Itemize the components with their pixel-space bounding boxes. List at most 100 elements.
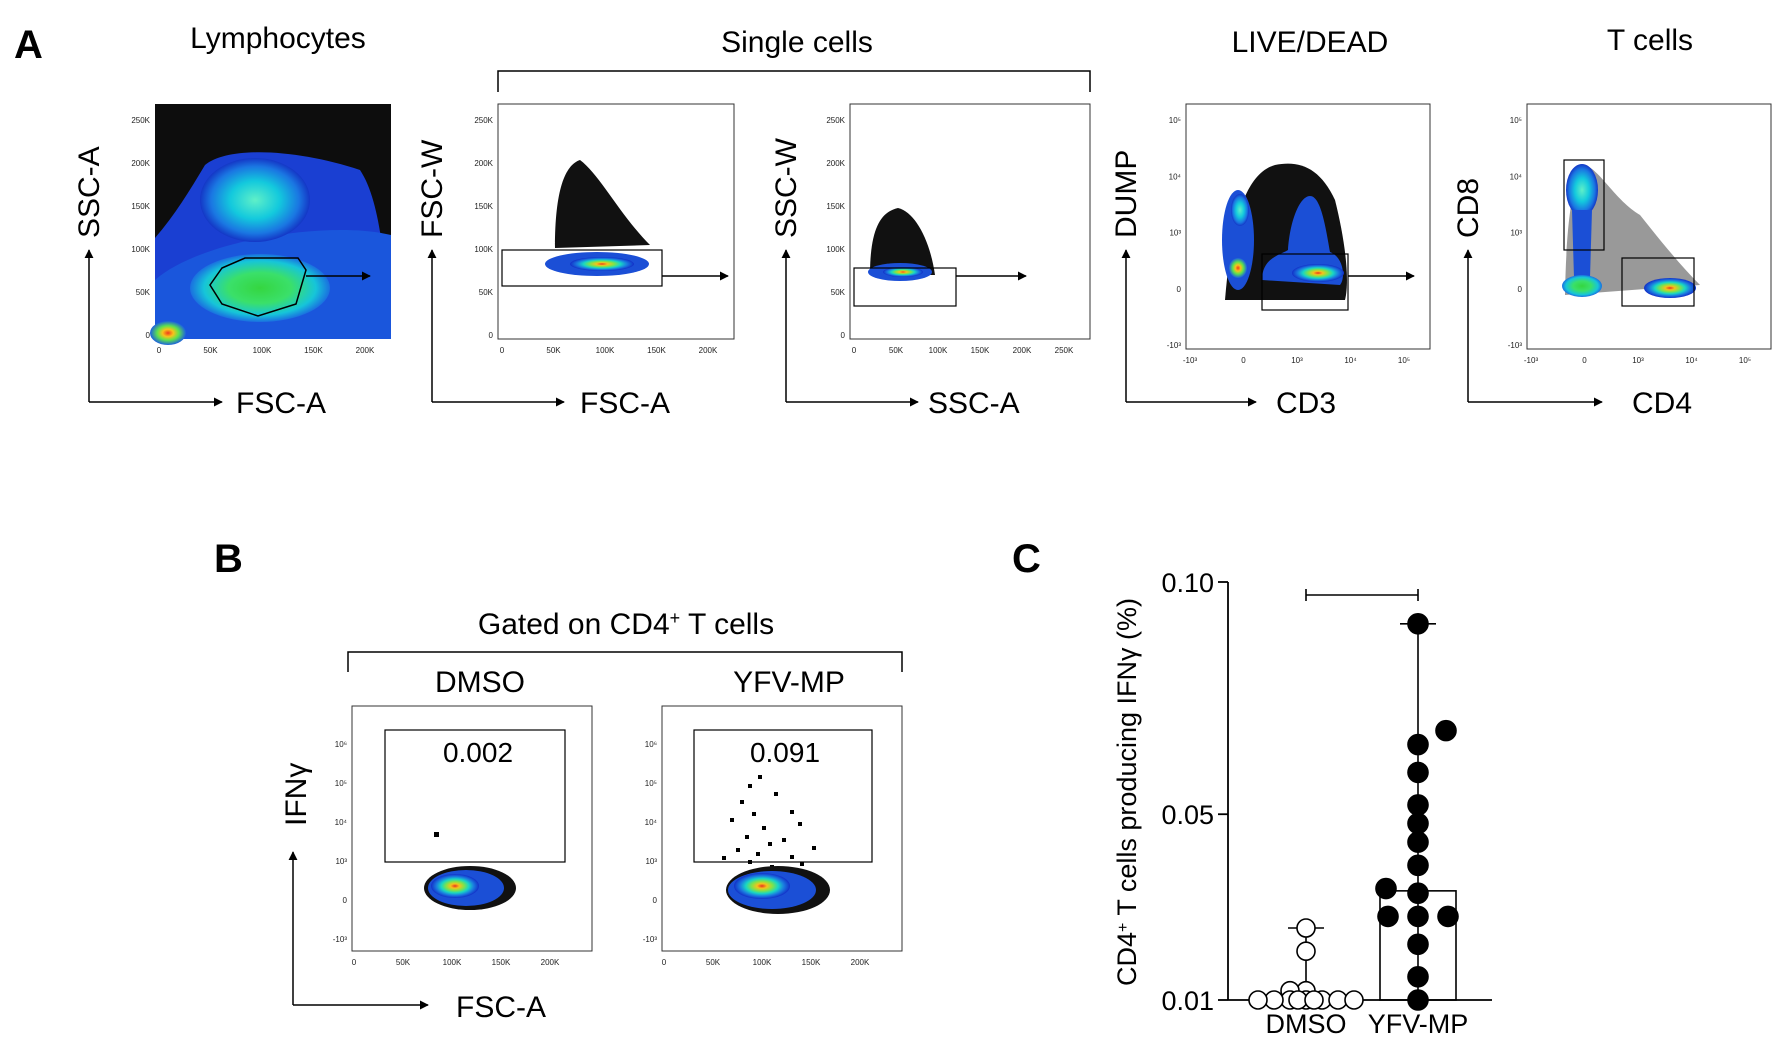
- plot-dmso: 0.002: [351, 705, 593, 952]
- event-dot: [790, 855, 794, 859]
- y-tick-label: 250K: [826, 116, 845, 125]
- event-dot: [774, 792, 778, 796]
- gate-lymphocytes: [209, 257, 307, 317]
- x-tick-label: 0: [1582, 356, 1587, 365]
- density-right: [1262, 196, 1343, 285]
- label-yfv-mp: YFV-MP: [733, 666, 845, 699]
- x-tick-label: 200K: [1013, 346, 1032, 355]
- density-cd8-top: [1566, 164, 1598, 216]
- y-tick-label: 0: [1177, 285, 1182, 294]
- y-tick-label: 10³: [1169, 229, 1181, 238]
- dmso-point: [1344, 990, 1364, 1010]
- x-tick-label: 200K: [541, 958, 560, 967]
- density-right-core: [1292, 264, 1344, 282]
- panel-b-tick-labels: 0 50K 100K 150K 200K -10³ 0 10³ 10⁴ 10⁵ 10⁶ 0 50K 100…: [333, 740, 870, 967]
- x-tick-label: 150K: [492, 958, 511, 967]
- y-tick-label: 0: [489, 331, 494, 340]
- gate-cd4: [1621, 257, 1695, 307]
- gate-singlets: [853, 267, 957, 307]
- x-tick-label: 50K: [889, 346, 904, 355]
- y-tick-label: 10³: [1510, 229, 1522, 238]
- plot-lymphocytes: [150, 104, 391, 345]
- ylabel-sup: +: [1115, 923, 1132, 932]
- dmso-point: [1304, 990, 1324, 1010]
- x-tick-label: 50K: [396, 958, 411, 967]
- x-tick-label: 150K: [971, 346, 990, 355]
- gate-cd3: [1261, 253, 1349, 311]
- event-dot: [758, 775, 762, 779]
- event-dot: [798, 822, 802, 826]
- y-tick-label: 0: [343, 896, 348, 905]
- dmso-point: [1248, 990, 1268, 1010]
- y-tick-label: 10⁶: [335, 740, 347, 749]
- yfv-mp-point: [1407, 933, 1429, 956]
- y-tick-label: 200K: [131, 159, 150, 168]
- panel-c-letter: C: [1012, 537, 1041, 581]
- event-dot: [748, 860, 752, 864]
- density-cd4: [1644, 278, 1696, 298]
- dmso-point: [1296, 941, 1316, 962]
- event-dot: [800, 862, 804, 866]
- ylabel-pre: CD4: [1112, 932, 1142, 986]
- gate-cd8: [1563, 159, 1605, 251]
- event-dot: [762, 826, 766, 830]
- header-rest: T cells: [680, 608, 774, 641]
- x-tick-label: 10⁵: [1398, 356, 1410, 365]
- y-tick-label: 0: [146, 331, 151, 340]
- y-tick-label: 10³: [645, 857, 657, 866]
- density-core: [570, 257, 634, 271]
- yfv-mp-point: [1377, 905, 1399, 928]
- event-dot: [782, 838, 786, 842]
- x-tick-label: 10³: [1291, 356, 1303, 365]
- scatter-cloud: [555, 160, 650, 248]
- x-tick-label: 100K: [253, 346, 272, 355]
- y-tick-label: 0: [841, 331, 846, 340]
- density-left-top: [1231, 194, 1249, 226]
- x-tick-label: 0: [1241, 356, 1246, 365]
- yfv-mp-point: [1437, 905, 1459, 928]
- y-tick-label: 150K: [826, 202, 845, 211]
- y-tick-label: 0: [653, 896, 658, 905]
- y-tick-label: 150K: [474, 202, 493, 211]
- yfv-mp-point: [1407, 965, 1429, 988]
- y-tick-label: 0.01: [1161, 986, 1214, 1016]
- gate-value-dmso: 0.002: [443, 737, 513, 768]
- x-category-label: DMSO: [1266, 1009, 1347, 1039]
- yfv-mp-point: [1407, 733, 1429, 756]
- y-tick-label: -10³: [333, 935, 348, 944]
- x-axis-fsc-a: FSC-A: [236, 387, 326, 420]
- density-core: [431, 874, 479, 898]
- x-tick-label: 100K: [753, 958, 772, 967]
- title-t-cells: T cells: [1607, 24, 1693, 57]
- density-green-mid: [190, 254, 330, 322]
- title-live-dead: LIVE/DEAD: [1232, 26, 1389, 59]
- header-main: Gated on CD4: [478, 608, 670, 641]
- event-dot: [745, 835, 749, 839]
- density-left-core: [1229, 258, 1247, 278]
- event-dot: [790, 810, 794, 814]
- y-tick-label: 250K: [131, 116, 150, 125]
- plot-fsc-w: [497, 103, 735, 340]
- gate-ifng: [693, 729, 873, 863]
- event-dot: [812, 846, 816, 850]
- y-tick-label: 10⁵: [1169, 116, 1181, 125]
- panel-c-chart: 0.01 0.05 0.10 DMSO YFV-MP: [1161, 568, 1492, 1039]
- x-tick-label: 50K: [546, 346, 561, 355]
- density-red-origin: [150, 321, 186, 345]
- x-tick-label: -10³: [1183, 356, 1198, 365]
- yfv-mp-point: [1407, 905, 1429, 928]
- y-tick-label: 50K: [136, 288, 151, 297]
- panel-b-bracket: [347, 651, 903, 672]
- yfv-mp-point: [1375, 877, 1397, 900]
- y-tick-label: 10⁵: [335, 779, 347, 788]
- y-axis-fsc-w: FSC-W: [416, 139, 449, 238]
- gate-ifng: [384, 729, 566, 863]
- y-tick-label: 150K: [131, 202, 150, 211]
- dmso-point: [1296, 918, 1316, 938]
- plot-frame: [351, 705, 593, 952]
- yfv-mp-point: [1407, 854, 1429, 877]
- x-tick-label: 200K: [356, 346, 375, 355]
- x-tick-label: 150K: [304, 346, 323, 355]
- x-tick-label: 50K: [203, 346, 218, 355]
- y-tick-label: 10⁵: [645, 779, 657, 788]
